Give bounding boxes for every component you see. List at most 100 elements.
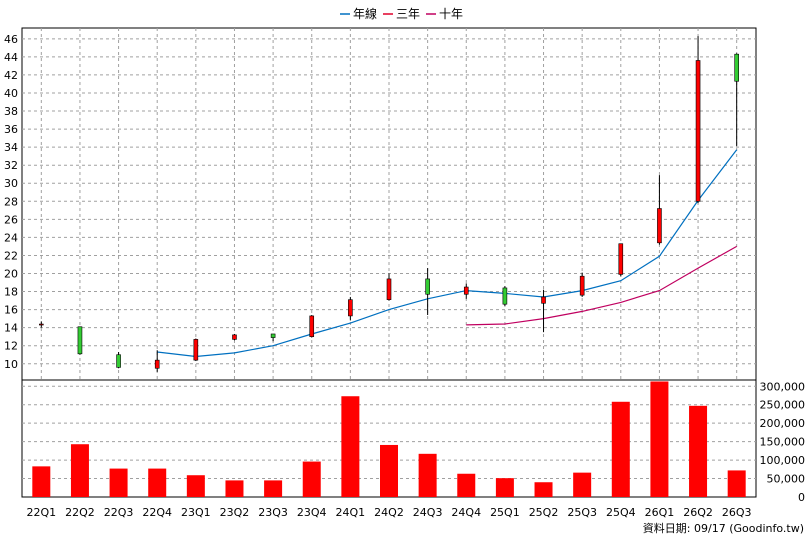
x-tick-label: 22Q3 bbox=[104, 506, 134, 519]
candle-body bbox=[39, 323, 44, 326]
candle-body bbox=[77, 326, 83, 355]
candle-body bbox=[734, 53, 739, 82]
x-tick-label: 22Q4 bbox=[142, 506, 172, 519]
ma-line bbox=[466, 245, 737, 326]
candle-body bbox=[193, 339, 199, 361]
price-panel: 10 12 14 16 18 20 22 24 26 28 30 32 34 36 38 40 42 44 46 bbox=[4, 27, 757, 497]
volume-bar bbox=[32, 466, 51, 497]
volume-bar bbox=[457, 473, 476, 497]
price-tick-label: 10 bbox=[4, 358, 18, 371]
x-axis: 22Q1 22Q2 22Q3 22Q4 23Q1 23Q2 23Q3 23Q4 24Q1 24Q2… bbox=[26, 506, 751, 519]
candle-body bbox=[695, 60, 701, 202]
x-tick-label: 25Q4 bbox=[606, 506, 636, 519]
volume-bar bbox=[109, 468, 128, 497]
price-tick-label: 16 bbox=[4, 304, 18, 317]
legend-item: 年線 bbox=[340, 6, 377, 21]
price-tick-label: 36 bbox=[4, 123, 18, 136]
x-tick-label: 26Q2 bbox=[683, 506, 713, 519]
x-tick-label: 23Q1 bbox=[181, 506, 211, 519]
candle-body bbox=[309, 315, 315, 337]
x-tick-label: 25Q2 bbox=[529, 506, 559, 519]
candle-body bbox=[618, 243, 624, 275]
candle-body bbox=[541, 296, 546, 304]
candle bbox=[39, 321, 44, 328]
candle bbox=[579, 272, 585, 297]
legend-label: 三年 bbox=[396, 7, 420, 21]
price-tick-label: 28 bbox=[4, 195, 18, 208]
candle-body bbox=[657, 208, 662, 244]
volume-bar bbox=[650, 381, 669, 497]
candle bbox=[232, 333, 237, 341]
x-tick-label: 25Q3 bbox=[567, 506, 597, 519]
candle bbox=[348, 296, 353, 321]
price-tick-label: 40 bbox=[4, 87, 18, 100]
volume-tick-label: 100,000 bbox=[760, 454, 806, 467]
candle-body bbox=[270, 333, 276, 338]
volume-bar bbox=[727, 470, 746, 497]
volume-bar bbox=[148, 468, 167, 497]
candle-body bbox=[502, 287, 508, 305]
price-tick-label: 38 bbox=[4, 105, 18, 118]
candle bbox=[734, 53, 739, 147]
x-tick-label: 24Q1 bbox=[336, 506, 366, 519]
candle bbox=[502, 286, 508, 306]
x-tick-label: 24Q4 bbox=[451, 506, 481, 519]
volume-bar bbox=[264, 480, 283, 497]
candle-body bbox=[386, 278, 392, 300]
price-tick-label: 44 bbox=[4, 51, 18, 64]
candle bbox=[541, 289, 546, 333]
volume-bar bbox=[70, 444, 89, 497]
price-tick-label: 14 bbox=[4, 322, 18, 335]
price-tick-label: 18 bbox=[4, 286, 18, 299]
volume-bar bbox=[495, 478, 514, 497]
volume-bar bbox=[380, 444, 398, 497]
candle-body bbox=[579, 275, 585, 296]
legend: 年線 三年 十年 bbox=[340, 6, 463, 21]
candle-body bbox=[425, 278, 430, 295]
x-tick-label: 26Q3 bbox=[722, 506, 752, 519]
volume-bar bbox=[186, 475, 205, 497]
volume-tick-label: 50,000 bbox=[767, 473, 806, 486]
candle bbox=[386, 273, 392, 301]
x-tick-label: 23Q4 bbox=[297, 506, 327, 519]
volume-bar bbox=[534, 482, 553, 497]
candle bbox=[116, 352, 121, 369]
x-tick-label: 25Q1 bbox=[490, 506, 520, 519]
volume-bar bbox=[611, 401, 630, 497]
price-tick-label: 26 bbox=[4, 213, 18, 226]
x-tick-label: 26Q1 bbox=[645, 506, 675, 519]
x-tick-label: 24Q2 bbox=[374, 506, 404, 519]
volume-tick-label: 0 bbox=[798, 491, 805, 504]
x-tick-label: 22Q1 bbox=[26, 506, 56, 519]
candle-body bbox=[232, 334, 237, 340]
price-tick-label: 30 bbox=[4, 177, 18, 190]
ma-line bbox=[157, 149, 738, 358]
x-tick-label: 23Q3 bbox=[258, 506, 288, 519]
candle-body bbox=[116, 354, 121, 368]
candle-body bbox=[463, 286, 469, 295]
candle-body bbox=[348, 299, 353, 317]
candle bbox=[618, 243, 624, 277]
price-tick-label: 12 bbox=[4, 340, 18, 353]
candle bbox=[657, 175, 662, 245]
price-tick-label: 32 bbox=[4, 159, 18, 172]
price-tick-label: 20 bbox=[4, 267, 18, 280]
legend-label: 十年 bbox=[439, 7, 463, 21]
candle bbox=[695, 36, 701, 204]
x-tick-label: 23Q2 bbox=[220, 506, 250, 519]
x-tick-label: 24Q3 bbox=[413, 506, 443, 519]
price-tick-label: 46 bbox=[4, 33, 18, 46]
candle bbox=[77, 326, 83, 355]
volume-bar bbox=[302, 461, 321, 497]
price-tick-label: 24 bbox=[4, 231, 18, 244]
price-tick-label: 42 bbox=[4, 69, 18, 82]
price-tick-label: 22 bbox=[4, 249, 18, 262]
candle bbox=[309, 315, 315, 338]
volume-tick-label: 300,000 bbox=[760, 380, 806, 393]
candle bbox=[425, 268, 430, 316]
volume-panel: 0 50,000 100,000 150,000 200,000 250,000 300,0… bbox=[21, 379, 806, 504]
legend-item: 十年 bbox=[426, 7, 463, 21]
volume-bar bbox=[341, 396, 360, 497]
volume-bar bbox=[689, 405, 708, 497]
